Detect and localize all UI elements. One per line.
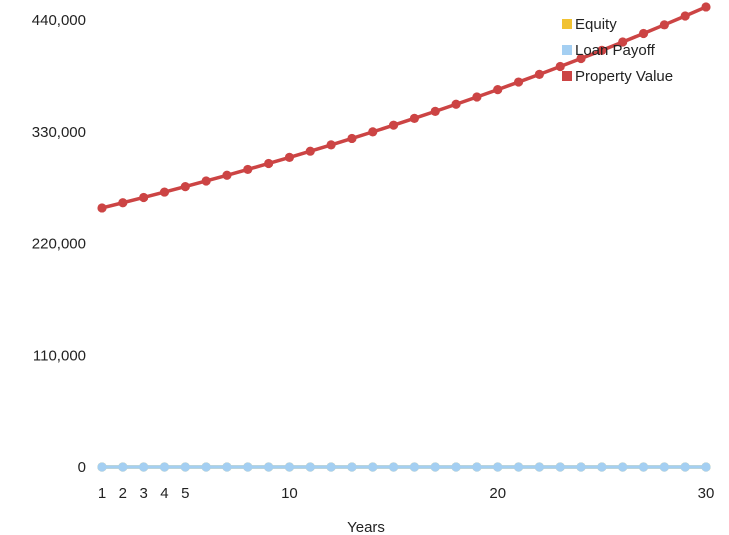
data-point[interactable] [201, 176, 211, 186]
data-point[interactable] [513, 77, 524, 87]
data-point[interactable] [638, 28, 649, 39]
data-point[interactable] [555, 61, 565, 72]
data-point[interactable] [638, 462, 649, 472]
x-tick-label: 2 [119, 485, 127, 502]
series-layer [97, 2, 711, 472]
data-point[interactable] [493, 462, 503, 472]
x-tick-label: 4 [160, 485, 168, 502]
data-point[interactable] [201, 462, 211, 472]
data-point[interactable] [347, 133, 357, 144]
x-tick-label: 20 [489, 485, 506, 502]
x-tick-label: 3 [139, 485, 147, 502]
legend-swatch [562, 71, 572, 81]
data-point[interactable] [597, 462, 607, 472]
data-point[interactable] [576, 462, 586, 472]
legend-item[interactable]: Equity [562, 16, 617, 33]
data-point[interactable] [680, 11, 690, 21]
data-point[interactable] [97, 462, 107, 472]
data-point[interactable] [159, 462, 170, 472]
legend-label: Property Value [575, 68, 673, 85]
data-point[interactable] [409, 113, 420, 123]
data-point[interactable] [243, 462, 253, 472]
legend-label: Equity [575, 16, 617, 33]
data-point[interactable] [555, 462, 565, 472]
data-point[interactable] [326, 140, 336, 150]
data-point[interactable] [305, 146, 315, 156]
data-point[interactable] [264, 158, 274, 169]
x-tick-label: 1 [98, 485, 106, 502]
data-point[interactable] [243, 164, 253, 175]
data-point[interactable] [368, 127, 378, 137]
y-tick-label: 220,000 [32, 236, 86, 253]
y-tick-label: 0 [78, 459, 86, 476]
data-point[interactable] [284, 152, 295, 163]
x-tick-label: 30 [698, 485, 715, 502]
legend-label: Loan Payoff [575, 42, 656, 59]
data-point[interactable] [139, 192, 149, 203]
data-point[interactable] [701, 462, 711, 472]
series-line[interactable] [100, 5, 708, 210]
data-point[interactable] [493, 85, 503, 95]
data-point[interactable] [597, 45, 607, 55]
data-point[interactable] [305, 462, 315, 472]
legend-swatch [562, 19, 572, 29]
data-point[interactable] [451, 99, 461, 109]
data-point[interactable] [180, 181, 190, 192]
legend-item[interactable]: Loan Payoff [562, 42, 656, 59]
y-tick-label: 330,000 [32, 124, 86, 141]
data-point[interactable] [472, 462, 482, 472]
x-tick-label: 10 [281, 485, 298, 502]
y-axis-ticks: 0 110,000 220,000 330,000 440,000 [32, 12, 86, 476]
y-tick-label: 440,000 [32, 12, 86, 29]
y-tick-label: 110,000 [33, 347, 86, 364]
data-point[interactable] [118, 198, 128, 208]
data-point[interactable] [680, 462, 690, 472]
data-point[interactable] [388, 462, 399, 472]
data-point[interactable] [222, 462, 232, 472]
data-point[interactable] [534, 69, 544, 79]
data-point[interactable] [326, 462, 336, 472]
x-axis-ticks: 1 2 3 4 5 10 20 30 [98, 485, 715, 502]
series-property-value[interactable] [97, 2, 711, 213]
data-point[interactable] [139, 462, 149, 472]
legend-item[interactable]: Property Value [562, 68, 673, 85]
legend-swatch [562, 45, 572, 55]
data-point[interactable] [284, 462, 295, 472]
data-point[interactable] [430, 106, 440, 116]
data-point[interactable] [388, 120, 399, 130]
legend[interactable]: Equity Loan Payoff Property Value [562, 16, 673, 85]
data-point[interactable] [659, 20, 669, 30]
data-point[interactable] [451, 462, 461, 472]
x-tick-label: 5 [181, 485, 189, 502]
data-point[interactable] [618, 462, 628, 472]
data-point[interactable] [701, 2, 711, 12]
data-point[interactable] [430, 462, 440, 472]
series-loan-payoff[interactable] [97, 462, 711, 472]
data-point[interactable] [618, 37, 628, 47]
x-axis-title: Years [347, 519, 385, 535]
data-point[interactable] [513, 462, 524, 472]
data-point[interactable] [368, 462, 378, 472]
data-point[interactable] [534, 462, 544, 472]
data-point[interactable] [264, 462, 274, 472]
data-point[interactable] [118, 462, 128, 472]
data-point[interactable] [159, 187, 170, 197]
data-point[interactable] [576, 53, 586, 64]
data-point[interactable] [97, 203, 107, 213]
data-point[interactable] [222, 170, 232, 180]
data-point[interactable] [409, 462, 420, 472]
data-point[interactable] [472, 92, 482, 102]
data-point[interactable] [659, 462, 669, 472]
data-point[interactable] [180, 462, 190, 472]
data-point[interactable] [347, 462, 357, 472]
